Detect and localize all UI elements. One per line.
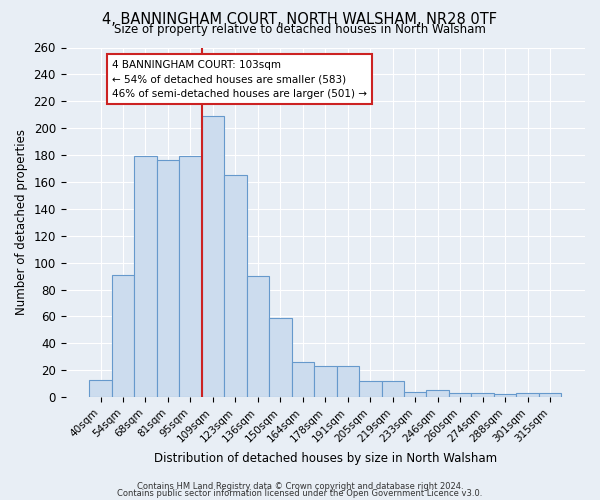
Bar	[89, 380, 112, 397]
Bar	[382, 381, 404, 397]
Bar	[404, 392, 427, 397]
X-axis label: Distribution of detached houses by size in North Walsham: Distribution of detached houses by size …	[154, 452, 497, 465]
Bar	[427, 390, 449, 397]
Text: 4 BANNINGHAM COURT: 103sqm
← 54% of detached houses are smaller (583)
46% of sem: 4 BANNINGHAM COURT: 103sqm ← 54% of deta…	[112, 60, 367, 99]
Bar	[179, 156, 202, 397]
Bar	[112, 274, 134, 397]
Bar	[202, 116, 224, 397]
Y-axis label: Number of detached properties: Number of detached properties	[15, 130, 28, 316]
Text: Contains HM Land Registry data © Crown copyright and database right 2024.: Contains HM Land Registry data © Crown c…	[137, 482, 463, 491]
Bar	[134, 156, 157, 397]
Bar	[449, 393, 472, 397]
Text: Size of property relative to detached houses in North Walsham: Size of property relative to detached ho…	[114, 22, 486, 36]
Bar	[494, 394, 517, 397]
Bar	[314, 366, 337, 397]
Text: 4, BANNINGHAM COURT, NORTH WALSHAM, NR28 0TF: 4, BANNINGHAM COURT, NORTH WALSHAM, NR28…	[103, 12, 497, 28]
Bar	[337, 366, 359, 397]
Bar	[539, 393, 562, 397]
Text: Contains public sector information licensed under the Open Government Licence v3: Contains public sector information licen…	[118, 490, 482, 498]
Bar	[247, 276, 269, 397]
Bar	[269, 318, 292, 397]
Bar	[157, 160, 179, 397]
Bar	[359, 381, 382, 397]
Bar	[472, 393, 494, 397]
Bar	[224, 175, 247, 397]
Bar	[517, 393, 539, 397]
Bar	[292, 362, 314, 397]
